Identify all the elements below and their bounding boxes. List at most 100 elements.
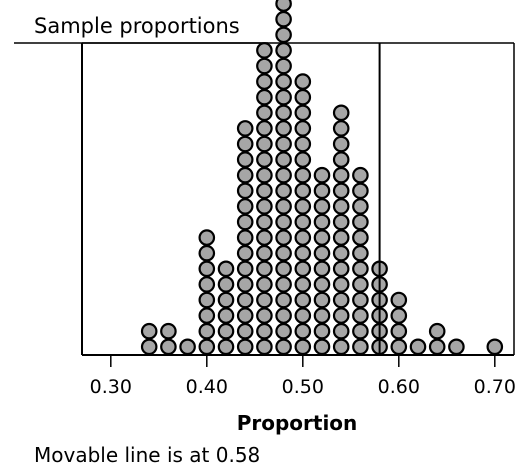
data-dot [217, 276, 235, 293]
data-dot [332, 213, 350, 231]
data-dot [256, 322, 273, 340]
data-dot [256, 120, 273, 137]
data-dot [275, 0, 292, 12]
data-dot [313, 276, 331, 293]
x-tick-label: 0.50 [282, 376, 324, 398]
data-dot [256, 213, 273, 231]
data-dot [236, 260, 254, 278]
data-dot [275, 260, 292, 278]
data-dot [332, 135, 350, 153]
data-dot [275, 104, 292, 122]
data-dot [313, 260, 331, 278]
data-dot [198, 322, 216, 340]
data-dot [256, 166, 273, 184]
data-dot [428, 322, 446, 340]
data-dot [294, 88, 312, 106]
data-dot [236, 182, 254, 200]
data-dot [275, 166, 292, 184]
data-dot [313, 198, 331, 215]
data-dot [294, 291, 312, 309]
data-dot [332, 244, 350, 262]
data-dot [256, 135, 273, 153]
data-dot [236, 198, 254, 215]
data-dot [294, 229, 312, 246]
data-dot [275, 135, 292, 153]
data-dot [217, 260, 235, 278]
data-dot [294, 166, 312, 184]
data-dot [275, 244, 292, 262]
data-dot [313, 213, 331, 231]
data-dot [236, 213, 254, 231]
x-tick-label: 0.40 [186, 376, 228, 398]
data-dot [256, 260, 273, 278]
data-dot [236, 244, 254, 262]
data-dot [256, 244, 273, 262]
data-dot [332, 229, 350, 246]
data-dot [294, 322, 312, 340]
data-dot [332, 260, 350, 278]
data-dot [217, 322, 235, 340]
data-dot [313, 322, 331, 340]
data-dot [217, 338, 235, 356]
data-dot [332, 166, 350, 184]
data-dot [390, 338, 408, 356]
dot-stacks [140, 0, 504, 356]
data-dot [294, 135, 312, 153]
data-dot [140, 338, 158, 356]
data-dot [236, 338, 254, 356]
data-dot [236, 229, 254, 246]
data-dot [294, 104, 312, 122]
data-dot [332, 322, 350, 340]
data-dot [256, 57, 273, 75]
data-dot [352, 338, 369, 356]
data-dot [332, 198, 350, 215]
data-dot [275, 307, 292, 324]
x-axis-ticks: 0.30 0.40 0.50 0.60 0.70 [90, 355, 516, 398]
data-dot [294, 213, 312, 231]
data-dot [217, 291, 235, 309]
data-dot [275, 57, 292, 75]
data-dot [198, 229, 216, 246]
data-dot [390, 307, 408, 324]
x-tick-label: 0.30 [90, 376, 132, 398]
data-dot [294, 260, 312, 278]
data-dot [275, 213, 292, 231]
data-dot [275, 291, 292, 309]
data-dot [332, 104, 350, 122]
data-dot [352, 276, 369, 293]
data-dot [236, 307, 254, 324]
plot-frame [14, 42, 515, 356]
data-dot [275, 182, 292, 200]
data-dot [160, 322, 177, 340]
data-dot [256, 104, 273, 122]
data-dot [236, 151, 254, 168]
data-dot [352, 182, 369, 200]
data-dot [332, 276, 350, 293]
data-dot [352, 307, 369, 324]
data-dot [352, 291, 369, 309]
data-dot [275, 26, 292, 44]
x-tick-label: 0.70 [474, 376, 516, 398]
data-dot [332, 291, 350, 309]
chart-title: Sample proportions [34, 14, 240, 38]
data-dot [256, 291, 273, 309]
data-dot [352, 260, 369, 278]
data-dot [390, 291, 408, 309]
data-dot [294, 198, 312, 215]
data-dot [160, 338, 177, 356]
data-dot [236, 322, 254, 340]
data-dot [179, 338, 196, 356]
data-dot [294, 73, 312, 90]
data-dot [313, 166, 331, 184]
data-dot [294, 120, 312, 137]
data-dot [428, 338, 446, 356]
data-dot [236, 291, 254, 309]
data-dot [217, 307, 235, 324]
data-dot [352, 244, 369, 262]
data-dot [256, 151, 273, 168]
movable-line-status: Movable line is at 0.58 [34, 443, 260, 467]
data-dot [448, 338, 465, 356]
data-dot [332, 120, 350, 137]
data-dot [313, 291, 331, 309]
